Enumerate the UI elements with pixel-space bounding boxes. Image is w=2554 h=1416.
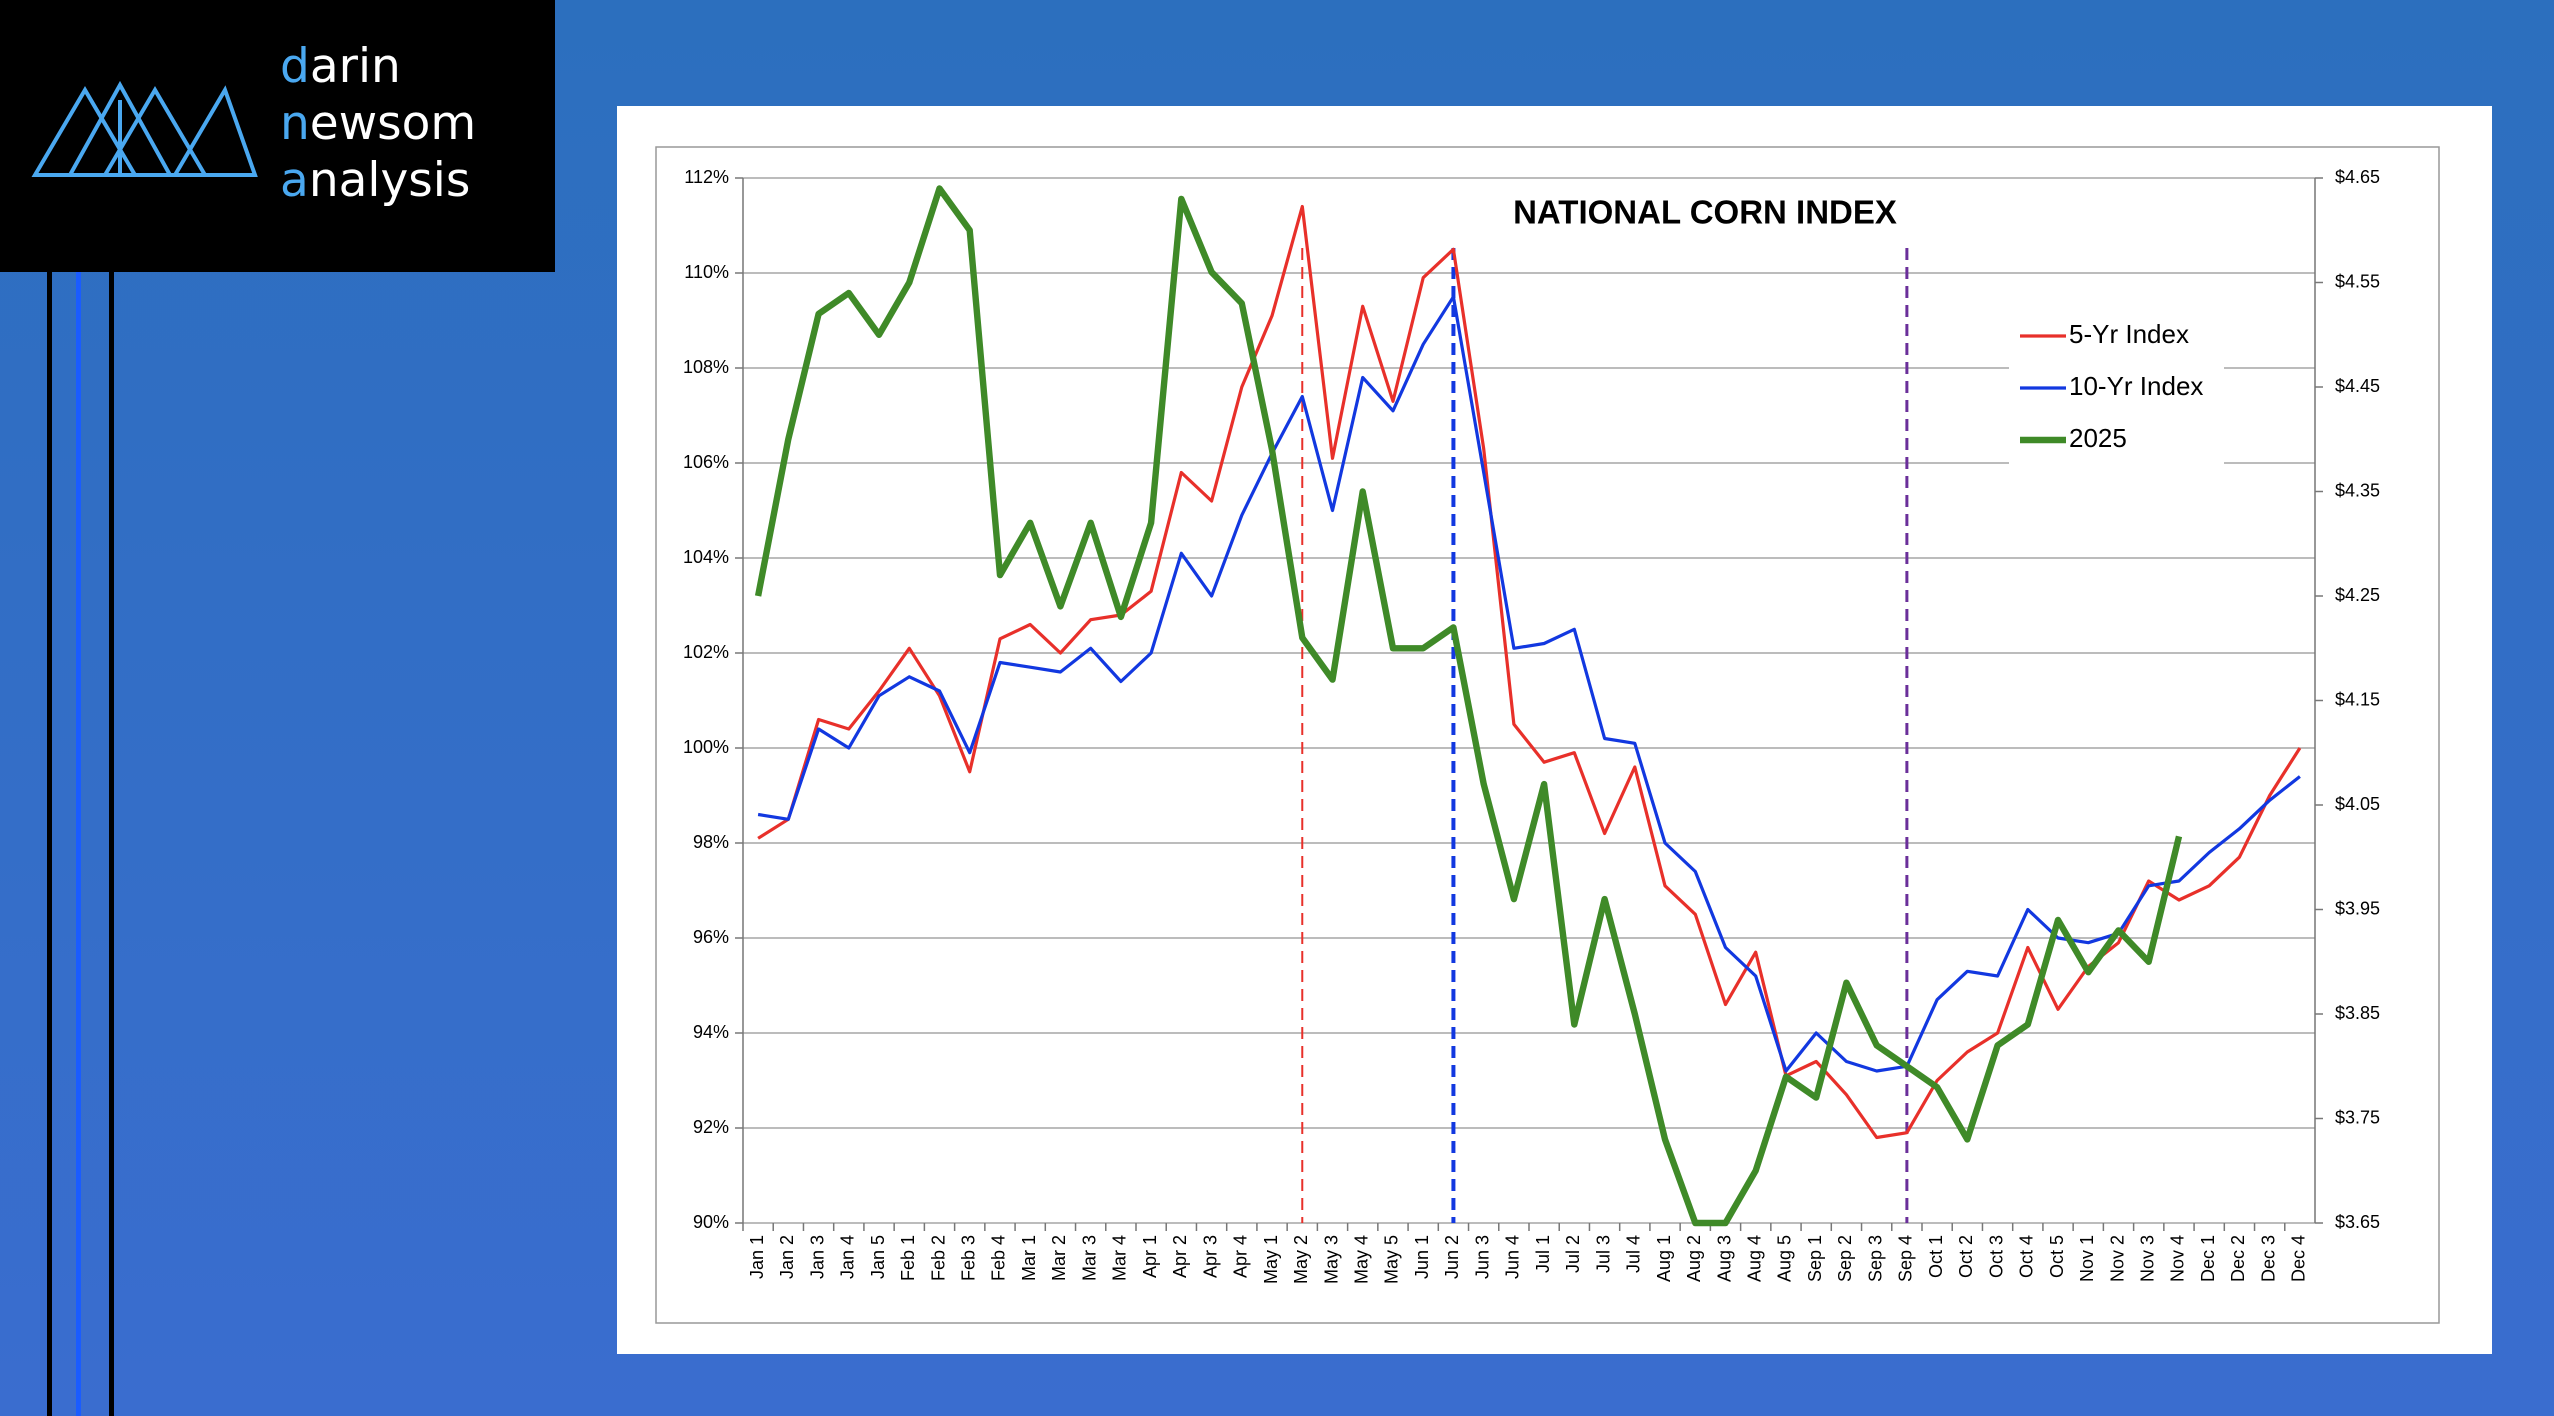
y2-tick-label: $4.35 <box>2335 480 2380 500</box>
x-tick-label: Jun 2 <box>1442 1235 1462 1279</box>
y2-tick-label: $3.75 <box>2335 1107 2380 1127</box>
x-tick-label: Jan 5 <box>868 1235 888 1279</box>
chart-title: NATIONAL CORN INDEX <box>1513 194 1897 231</box>
x-tick-label: Aug 4 <box>1744 1235 1764 1282</box>
y2-tick-label: $4.55 <box>2335 271 2380 291</box>
y-tick-label: 106% <box>683 452 729 472</box>
brand-word: newsom <box>280 96 477 151</box>
x-tick-label: Jun 4 <box>1503 1235 1523 1279</box>
y2-tick-label: $3.65 <box>2335 1212 2380 1232</box>
y2-tick-label: $4.05 <box>2335 794 2380 814</box>
x-tick-label: Mar 4 <box>1110 1235 1130 1281</box>
y2-tick-label: $4.25 <box>2335 585 2380 605</box>
x-tick-label: Jun 1 <box>1412 1235 1432 1279</box>
x-tick-label: Feb 1 <box>898 1235 918 1281</box>
y-tick-label: 108% <box>683 357 729 377</box>
y2-tick-label: $4.15 <box>2335 689 2380 709</box>
logo-icon <box>31 80 258 177</box>
x-tick-label: Mar 2 <box>1049 1235 1069 1281</box>
x-tick-label: Oct 4 <box>2017 1235 2037 1278</box>
decor-line <box>76 272 81 1416</box>
brand-word: analysis <box>280 153 471 208</box>
x-tick-label: Jan 3 <box>807 1235 827 1279</box>
x-tick-label: May 4 <box>1351 1235 1371 1284</box>
x-tick-label: Dec 1 <box>2198 1235 2218 1282</box>
x-tick-label: Oct 2 <box>1956 1235 1976 1278</box>
legend-label: 5-Yr Index <box>2069 319 2189 349</box>
x-tick-label: Sep 1 <box>1805 1235 1825 1282</box>
x-tick-label: May 2 <box>1291 1235 1311 1284</box>
brand-word: darin <box>280 39 401 94</box>
x-tick-label: Apr 2 <box>1170 1235 1190 1278</box>
x-tick-label: Mar 3 <box>1079 1235 1099 1281</box>
y-tick-label: 92% <box>693 1117 729 1137</box>
x-tick-label: Oct 3 <box>1986 1235 2006 1278</box>
y-tick-label: 90% <box>693 1212 729 1232</box>
brand: darin newsom analysis <box>280 38 476 209</box>
chart-border <box>655 146 2440 1324</box>
y-tick-label: 94% <box>693 1022 729 1042</box>
y-tick-label: 110% <box>684 262 729 282</box>
series-line <box>757 295 2301 1073</box>
x-tick-label: Apr 4 <box>1231 1235 1251 1278</box>
y-tick-label: 96% <box>693 927 729 947</box>
x-tick-label: Sep 2 <box>1835 1235 1855 1282</box>
y-tick-label: 104% <box>683 547 729 567</box>
x-tick-label: Dec 4 <box>2289 1235 2309 1282</box>
x-tick-label: Jul 4 <box>1624 1235 1644 1273</box>
y-tick-label: 98% <box>693 832 729 852</box>
x-tick-label: Nov 3 <box>2137 1235 2157 1282</box>
x-tick-label: Mar 1 <box>1019 1235 1039 1281</box>
x-tick-label: Nov 4 <box>2168 1235 2188 1282</box>
y2-tick-label: $3.95 <box>2335 898 2380 918</box>
legend: 5-Yr Index 10-Yr Index 2025 <box>2009 305 2224 465</box>
x-tick-label: May 5 <box>1382 1235 1402 1284</box>
x-tick-label: Nov 2 <box>2107 1235 2127 1282</box>
y2-tick-label: $4.65 <box>2335 167 2380 187</box>
x-tick-label: Sep 3 <box>1865 1235 1885 1282</box>
x-tick-label: Feb 4 <box>989 1235 1009 1281</box>
decor-line <box>47 272 52 1416</box>
x-tick-label: Aug 2 <box>1684 1235 1704 1282</box>
x-tick-label: Dec 3 <box>2258 1235 2278 1282</box>
x-tick-label: Apr 3 <box>1200 1235 1220 1278</box>
x-tick-label: Oct 1 <box>1926 1235 1946 1278</box>
y-tick-label: 112% <box>684 167 729 187</box>
x-tick-label: Oct 5 <box>2047 1235 2067 1278</box>
x-tick-label: Aug 3 <box>1714 1235 1734 1282</box>
y-tick-label: 102% <box>683 642 729 662</box>
series-line <box>754 185 2183 1227</box>
x-tick-label: Nov 1 <box>2077 1235 2097 1282</box>
x-tick-label: Aug 5 <box>1775 1235 1795 1282</box>
x-tick-label: Sep 4 <box>1896 1235 1916 1282</box>
x-tick-label: Jul 3 <box>1593 1235 1613 1273</box>
x-tick-label: Jan 4 <box>838 1235 858 1279</box>
x-tick-label: Dec 2 <box>2228 1235 2248 1282</box>
legend-label: 2025 <box>2069 423 2127 453</box>
decor-line <box>109 272 114 1416</box>
x-tick-label: Aug 1 <box>1654 1235 1674 1282</box>
y2-tick-label: $4.45 <box>2335 376 2380 396</box>
x-tick-label: Jun 3 <box>1472 1235 1492 1279</box>
x-tick-label: Jul 1 <box>1533 1235 1553 1273</box>
x-tick-label: Jul 2 <box>1563 1235 1583 1273</box>
x-tick-label: May 3 <box>1321 1235 1341 1284</box>
x-tick-label: Apr 1 <box>1140 1235 1160 1278</box>
logo: darin newsom analysis <box>0 0 555 272</box>
y-tick-label: 100% <box>683 737 729 757</box>
y2-tick-label: $3.85 <box>2335 1003 2380 1023</box>
x-tick-label: May 1 <box>1261 1235 1281 1284</box>
x-tick-label: Jan 2 <box>777 1235 797 1279</box>
x-tick-label: Jan 1 <box>747 1235 767 1279</box>
x-tick-label: Feb 2 <box>928 1235 948 1281</box>
x-tick-label: Feb 3 <box>958 1235 978 1281</box>
legend-label: 10-Yr Index <box>2069 371 2203 401</box>
